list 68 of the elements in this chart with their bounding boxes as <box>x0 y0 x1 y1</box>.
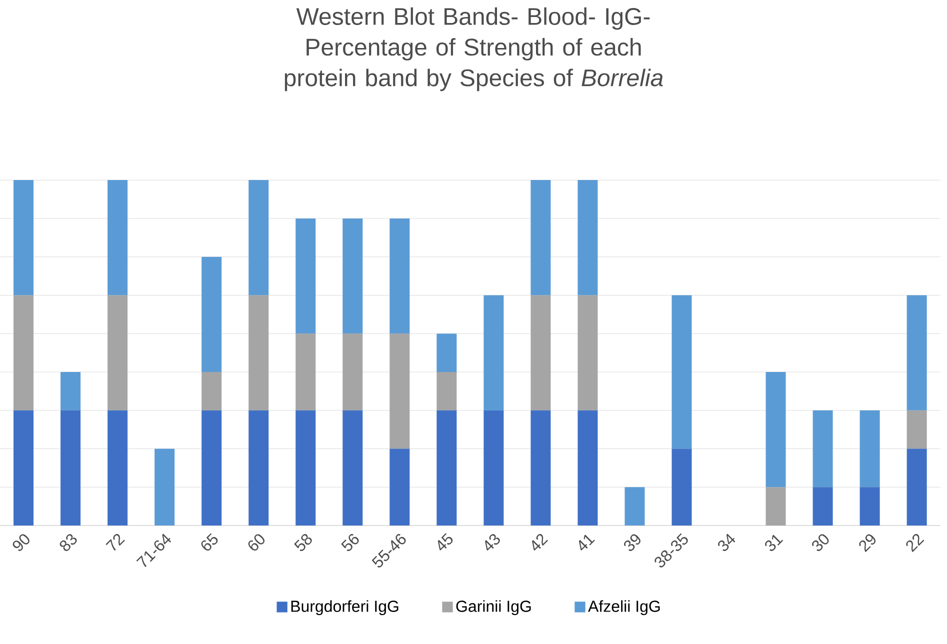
legend-label: Burgdorferi IgG <box>291 600 398 616</box>
bar <box>530 180 551 296</box>
x-tick-label: 42 <box>532 534 548 551</box>
legend-label: Garinii IgG <box>456 600 531 616</box>
bar <box>14 410 34 526</box>
bar <box>14 295 34 410</box>
bar <box>436 410 457 526</box>
bar <box>484 410 504 526</box>
bar <box>906 448 927 526</box>
x-tick-label: 56 <box>341 534 359 551</box>
x-tick-label: 43 <box>485 534 500 551</box>
bar <box>14 180 34 296</box>
bar <box>248 295 269 410</box>
bar <box>202 410 222 526</box>
bar <box>766 487 786 526</box>
bar <box>530 410 551 526</box>
bar <box>484 295 504 410</box>
bar <box>296 218 316 334</box>
x-tick-label: 90 <box>12 534 30 551</box>
x-tick-label: 31 <box>765 534 784 551</box>
bar <box>906 295 927 410</box>
bar <box>296 410 316 526</box>
bar <box>624 487 645 526</box>
bar <box>390 334 410 449</box>
bar <box>108 180 128 296</box>
x-tick-label: 60 <box>248 534 265 550</box>
bar <box>108 410 128 526</box>
x-tick-label: 22 <box>906 534 924 552</box>
bar <box>202 372 222 410</box>
bar <box>530 295 551 410</box>
bar <box>390 448 410 526</box>
bar <box>202 256 222 372</box>
x-tick-label: 29 <box>859 534 876 552</box>
bar <box>766 372 786 488</box>
x-tick-label: 83 <box>60 534 77 551</box>
bar <box>436 334 457 372</box>
bar <box>390 218 410 334</box>
x-tick-label: 39 <box>624 534 640 551</box>
bar <box>60 410 81 526</box>
legend-label: Afzelii IgG <box>588 600 660 616</box>
bar <box>906 410 927 449</box>
bar <box>672 295 692 449</box>
bar <box>342 334 363 410</box>
bar <box>812 487 833 526</box>
bar <box>860 410 880 488</box>
bar <box>436 372 457 410</box>
bar <box>248 180 269 296</box>
bar <box>578 410 598 526</box>
x-tick-label: 58 <box>294 534 312 551</box>
bar <box>672 448 692 526</box>
bar <box>578 295 598 410</box>
bar <box>108 295 128 410</box>
x-tick-label: 41 <box>578 534 595 550</box>
chart-title: Western Blot Bands- Blood- IgG- Percentage of Strength of each protein band by Species of Borrelia <box>284 7 663 91</box>
x-tick-label: 72 <box>106 534 125 551</box>
bar <box>154 448 175 526</box>
bar <box>342 410 363 526</box>
bar <box>860 487 880 526</box>
bar <box>812 410 833 488</box>
bar <box>60 372 81 410</box>
bar <box>248 410 269 526</box>
bar <box>578 180 598 296</box>
x-tick-label: 34 <box>718 534 736 551</box>
bar <box>342 218 363 334</box>
bar <box>296 334 316 410</box>
x-tick-label: 30 <box>812 534 829 551</box>
x-tick-label: 45 <box>438 532 453 550</box>
x-tick-label: 65 <box>201 533 218 550</box>
